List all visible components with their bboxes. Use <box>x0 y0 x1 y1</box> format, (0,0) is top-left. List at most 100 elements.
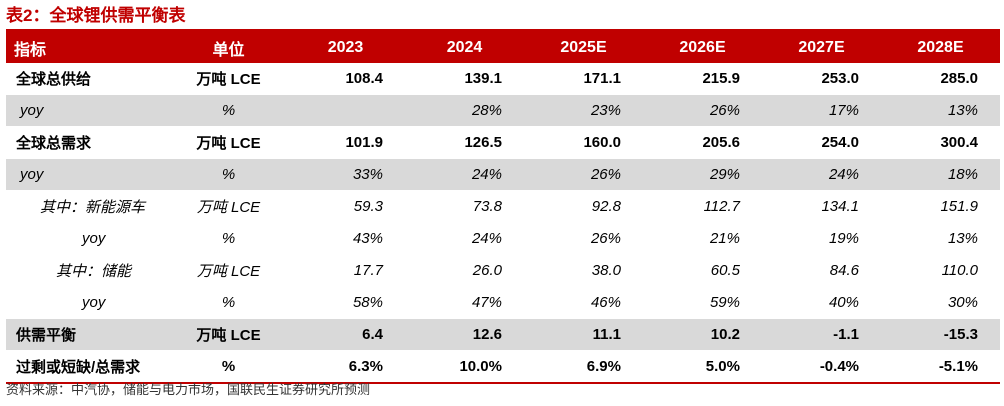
table-cell: 17.7 <box>286 254 405 287</box>
table-cell: 101.9 <box>286 126 405 159</box>
table-cell: 38.0 <box>524 254 643 287</box>
header-year: 2025E <box>524 32 643 63</box>
table-cell: 26.0 <box>405 254 524 287</box>
header-unit: 单位 <box>171 32 286 63</box>
table-cell: 300.4 <box>881 126 1000 159</box>
table-cell: 254.0 <box>762 126 881 159</box>
table-cell: 21% <box>643 222 762 255</box>
row-label: yoy <box>6 222 171 255</box>
title-divider <box>6 29 1000 32</box>
table-cell: -1.1 <box>762 318 881 351</box>
source-note: 资料来源：中汽协，储能与电力市场，国联民生证券研究所预测 <box>6 382 371 397</box>
table-row: yoy % 33% 24% 26% 29% 24% 18% <box>6 158 1000 191</box>
row-unit: 万吨 LCE <box>171 63 286 95</box>
table-cell: 26% <box>643 94 762 127</box>
table-cell: 253.0 <box>762 63 881 95</box>
table-cell: 151.9 <box>881 190 1000 223</box>
row-unit: % <box>171 94 286 127</box>
table-cell: 6.9% <box>524 350 643 384</box>
table-cell: 6.3% <box>286 350 405 384</box>
table-cell: 285.0 <box>881 63 1000 95</box>
table-cell: 60.5 <box>643 254 762 287</box>
row-unit: % <box>171 350 286 384</box>
row-unit: % <box>171 286 286 319</box>
table-cell: 28% <box>405 94 524 127</box>
table-row: 全球总需求 万吨 LCE 101.9 126.5 160.0 205.6 254… <box>6 126 1000 159</box>
table-cell: 215.9 <box>643 63 762 95</box>
header-year: 2024 <box>405 32 524 63</box>
table-cell: 33% <box>286 158 405 191</box>
table-cell: 12.6 <box>405 318 524 351</box>
row-label: 供需平衡 <box>6 318 171 351</box>
table-cell: 17% <box>762 94 881 127</box>
table-cell: 6.4 <box>286 318 405 351</box>
table-row: 其中：新能源车 万吨 LCE 59.3 73.8 92.8 112.7 134.… <box>6 190 1000 223</box>
table-cell: 134.1 <box>762 190 881 223</box>
row-unit: 万吨 LCE <box>171 318 286 351</box>
table-cell: 73.8 <box>405 190 524 223</box>
table-cell: -0.4% <box>762 350 881 384</box>
table-cell: 43% <box>286 222 405 255</box>
table-title: 表2：全球锂供需平衡表 <box>6 6 186 25</box>
table-cell: 29% <box>643 158 762 191</box>
table-cell: 26% <box>524 222 643 255</box>
table-cell: 24% <box>762 158 881 191</box>
table-cell: 18% <box>881 158 1000 191</box>
table-row: yoy % 43% 24% 26% 21% 19% 13% <box>6 222 1000 255</box>
table-row: 全球总供给 万吨 LCE 108.4 139.1 171.1 215.9 253… <box>6 63 1000 95</box>
table-cell: 171.1 <box>524 63 643 95</box>
header-year: 2026E <box>643 32 762 63</box>
table-cell: 58% <box>286 286 405 319</box>
table-cell: 126.5 <box>405 126 524 159</box>
table-cell: 160.0 <box>524 126 643 159</box>
row-label: 其中：新能源车 <box>6 190 171 223</box>
table-cell: 10.2 <box>643 318 762 351</box>
row-unit: % <box>171 222 286 255</box>
header-row: 指标 单位 2023 2024 2025E 2026E 2027E 2028E <box>6 32 1000 63</box>
table-cell: 13% <box>881 94 1000 127</box>
table-cell: 59.3 <box>286 190 405 223</box>
row-label: 全球总需求 <box>6 126 171 159</box>
table-cell: 205.6 <box>643 126 762 159</box>
table-cell: 10.0% <box>405 350 524 384</box>
table-cell: 84.6 <box>762 254 881 287</box>
row-label: yoy <box>6 286 171 319</box>
table-cell: 11.1 <box>524 318 643 351</box>
table-row: yoy % 28% 23% 26% 17% 13% <box>6 94 1000 127</box>
table-cell: 19% <box>762 222 881 255</box>
table-cell: 108.4 <box>286 63 405 95</box>
table-row: 过剩或短缺/总需求 % 6.3% 10.0% 6.9% 5.0% -0.4% -… <box>6 350 1000 384</box>
row-unit: 万吨 LCE <box>171 126 286 159</box>
table-cell: 24% <box>405 158 524 191</box>
table-cell: 112.7 <box>643 190 762 223</box>
row-label: 全球总供给 <box>6 63 171 95</box>
table-cell: 47% <box>405 286 524 319</box>
table-row: yoy % 58% 47% 46% 59% 40% 30% <box>6 286 1000 319</box>
table-cell: 40% <box>762 286 881 319</box>
table-row: 供需平衡 万吨 LCE 6.4 12.6 11.1 10.2 -1.1 -15.… <box>6 318 1000 351</box>
header-year: 2028E <box>881 32 1000 63</box>
header-indicator: 指标 <box>6 32 171 63</box>
table-cell: 59% <box>643 286 762 319</box>
row-unit: 万吨 LCE <box>171 254 286 287</box>
table-cell: -15.3 <box>881 318 1000 351</box>
row-label: 其中：储能 <box>6 254 171 287</box>
table-cell: 23% <box>524 94 643 127</box>
table-row: 其中：储能 万吨 LCE 17.7 26.0 38.0 60.5 84.6 11… <box>6 254 1000 287</box>
table-cell: 30% <box>881 286 1000 319</box>
row-unit: % <box>171 158 286 191</box>
table-cell: 5.0% <box>643 350 762 384</box>
table-cell <box>286 94 405 127</box>
table-cell: 24% <box>405 222 524 255</box>
header-year: 2027E <box>762 32 881 63</box>
table-cell: 13% <box>881 222 1000 255</box>
table-cell: 26% <box>524 158 643 191</box>
row-label: 过剩或短缺/总需求 <box>6 350 171 384</box>
row-label: yoy <box>6 158 171 191</box>
supply-demand-table: 指标 单位 2023 2024 2025E 2026E 2027E 2028E … <box>6 32 1000 384</box>
row-unit: 万吨 LCE <box>171 190 286 223</box>
table-cell: 110.0 <box>881 254 1000 287</box>
table-cell: 139.1 <box>405 63 524 95</box>
row-label: yoy <box>6 94 171 127</box>
table-cell: 92.8 <box>524 190 643 223</box>
